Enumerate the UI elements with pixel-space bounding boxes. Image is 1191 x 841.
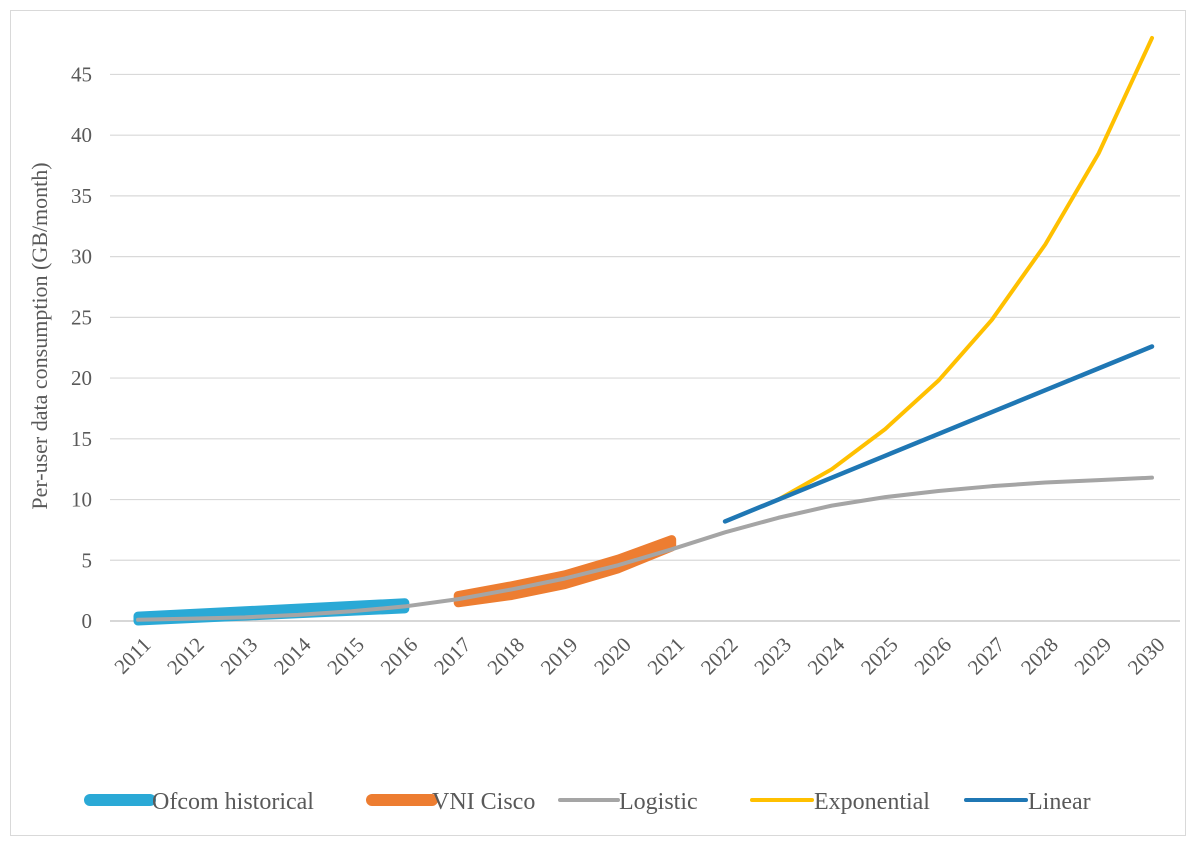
y-tick-label: 15 (71, 427, 92, 451)
x-tick-label: 2018 (482, 633, 529, 680)
legend-label: Logistic (619, 789, 698, 815)
y-tick-label: 30 (71, 245, 92, 269)
x-tick-label: 2024 (803, 632, 850, 679)
legend-item: Exponential (750, 789, 930, 815)
legend-label: Exponential (814, 789, 930, 815)
x-tick-label: 2011 (109, 633, 155, 679)
x-tick-label: 2013 (216, 633, 263, 680)
x-tick-label: 2026 (909, 633, 956, 680)
y-tick-label: 35 (71, 184, 92, 208)
x-tick-label: 2023 (749, 633, 796, 680)
legend-item: Ofcom historical (84, 789, 314, 815)
chart-frame (10, 10, 1186, 836)
legend-label: Ofcom historical (152, 789, 314, 815)
x-tick-label: 2021 (643, 633, 690, 680)
y-tick-label: 5 (82, 548, 93, 572)
x-tick-label: 2029 (1069, 633, 1116, 680)
legend-item: VNI Cisco (366, 789, 535, 815)
y-axis-tick-labels: 0 5 10 15 20 25 30 35 40 45 (71, 62, 92, 633)
legend-label: Linear (1028, 789, 1091, 815)
y-tick-label: 40 (71, 123, 92, 147)
series-vni-cisco (453, 535, 677, 608)
x-tick-label: 2014 (269, 632, 316, 679)
x-tick-label: 2017 (429, 633, 476, 680)
x-tick-label: 2025 (856, 633, 903, 680)
y-tick-label: 0 (82, 609, 93, 633)
x-tick-label: 2027 (963, 633, 1010, 680)
series-linear (722, 344, 1155, 524)
y-tick-label: 45 (71, 62, 92, 86)
x-axis-tick-labels: 2011 2012 2013 2014 2015 2016 2017 2018 2019 2020… (109, 632, 1169, 679)
x-tick-label: 2012 (162, 633, 209, 680)
x-tick-label: 2016 (376, 633, 423, 680)
y-tick-label: 25 (71, 305, 92, 329)
y-tick-label: 20 (71, 366, 92, 390)
gridlines (110, 73, 1180, 622)
series-logistic (136, 475, 1154, 622)
x-tick-label: 2015 (322, 633, 369, 680)
x-tick-label: 2028 (1016, 633, 1063, 680)
legend-item: Linear (964, 789, 1091, 815)
legend-item: Logistic (558, 789, 698, 815)
x-tick-label: 2020 (589, 633, 636, 680)
x-tick-label: 2022 (696, 633, 743, 680)
data-series (133, 36, 1155, 626)
y-axis-title: Per-user data consumption (GB/month) (27, 162, 52, 509)
y-tick-label: 10 (71, 488, 92, 512)
legend-label: VNI Cisco (432, 789, 535, 815)
series-exponential (776, 36, 1154, 502)
x-tick-label: 2030 (1123, 633, 1170, 680)
x-tick-label: 2019 (536, 633, 583, 680)
legend: Ofcom historical VNI Cisco Logistic Exponen… (84, 789, 1091, 815)
